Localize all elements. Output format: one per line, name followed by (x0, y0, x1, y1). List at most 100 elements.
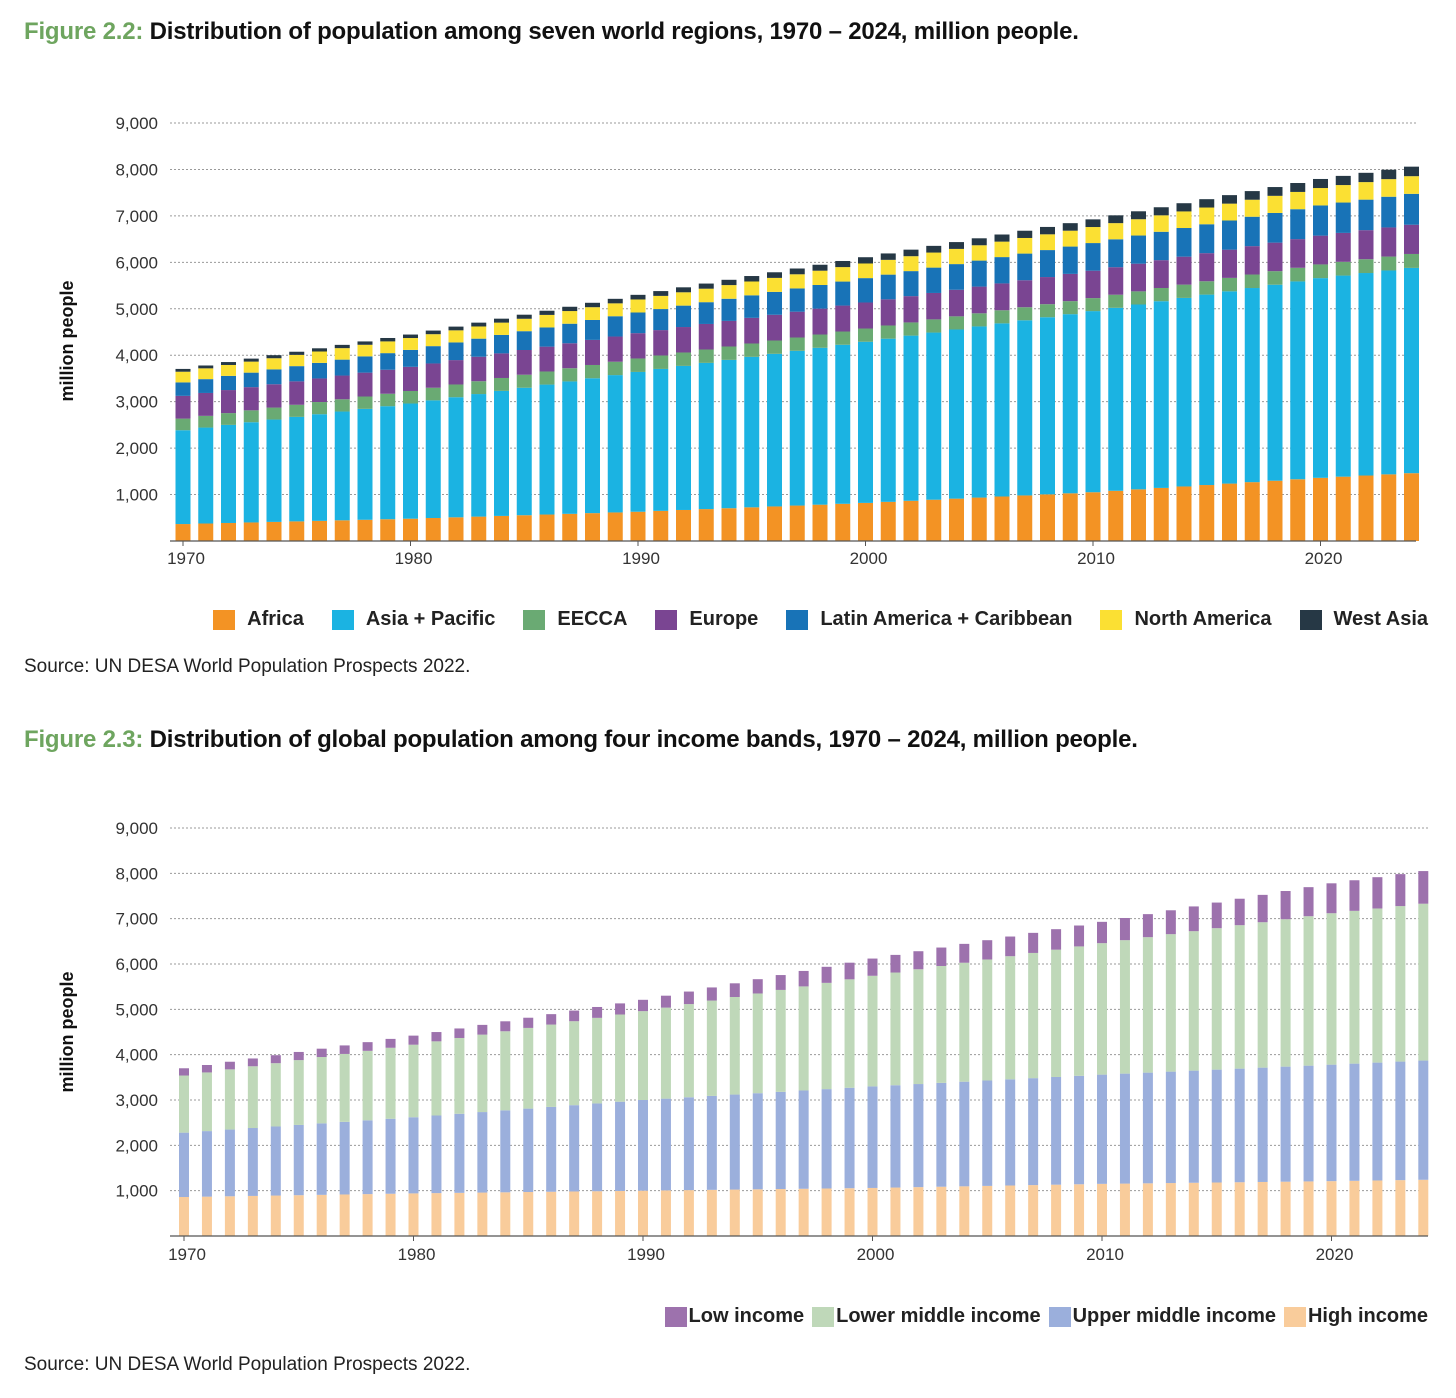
bar-segment (585, 302, 600, 308)
bar-segment (380, 519, 396, 541)
bar-segment (630, 358, 646, 372)
bar-segment (562, 306, 578, 312)
bar-segment (270, 1063, 281, 1127)
bar-segment (357, 341, 373, 345)
bar-segment (1244, 191, 1260, 200)
bar-segment (913, 951, 924, 970)
bar-segment (607, 375, 623, 513)
bar-segment (926, 332, 942, 500)
bars (175, 166, 1419, 541)
bar-segment (959, 962, 970, 1082)
figure-title: Figure 2.3: Distribution of global popul… (24, 726, 1138, 754)
bar-segment (179, 1132, 189, 1198)
bar-segment (789, 311, 805, 338)
bar-segment (994, 496, 1010, 541)
bar-segment (1358, 273, 1374, 476)
bar-segment (1051, 1076, 1062, 1185)
bar-segment (994, 283, 1010, 311)
bar-segment (312, 348, 327, 352)
legend-item: Africa (213, 608, 304, 631)
bar-segment (448, 326, 464, 331)
bar-segment (789, 274, 805, 289)
bar-segment (1244, 274, 1260, 289)
y-tick-label: 1,000 (115, 486, 158, 505)
bar-segment (500, 1031, 511, 1111)
bar-segment (201, 1196, 212, 1236)
bar-segment (585, 364, 600, 379)
bar-segment (546, 1106, 557, 1192)
bar-segment (835, 267, 851, 282)
legend-item: High income (1283, 1305, 1428, 1328)
bar-segment (1005, 936, 1016, 957)
bar-segment (471, 394, 487, 517)
bar-segment (523, 1108, 534, 1193)
bar-segment (198, 368, 214, 380)
legend-label: Upper middle income (1072, 1305, 1276, 1327)
bar-segment (1267, 242, 1283, 272)
bar-segment (844, 1087, 855, 1189)
bar-segment (676, 305, 691, 328)
bar-segment (1153, 487, 1169, 541)
legend-swatch (1283, 1306, 1306, 1327)
bar-segment (1358, 475, 1374, 541)
bar-segment (1176, 284, 1192, 298)
bar-segment (1335, 185, 1351, 203)
bar-segment (175, 395, 191, 419)
bar-segment (1017, 495, 1033, 541)
bar-segment (175, 430, 191, 525)
bar-segment (425, 346, 441, 364)
bar-segment (539, 314, 555, 328)
bar-segment (1017, 253, 1033, 281)
bar-segment (1211, 902, 1222, 929)
bar-segment (767, 353, 782, 507)
bar-segment (959, 943, 970, 963)
figure-label: Figure 2.3: (24, 726, 144, 753)
bar-segment (1017, 320, 1033, 496)
bar-segment (812, 270, 828, 285)
bar-segment (1222, 203, 1237, 221)
bar-segment (1199, 485, 1215, 541)
bar-segment (1040, 277, 1055, 305)
bar-segment (546, 1191, 557, 1236)
bar-segment (698, 288, 714, 303)
bar-segment (1234, 898, 1245, 926)
bar-segment (653, 510, 669, 541)
bar-segment (721, 320, 737, 347)
bar-segment (266, 384, 282, 408)
bar-segment (243, 522, 259, 541)
bar-segment (1267, 271, 1283, 285)
bar-segment (454, 1028, 465, 1038)
bar-segment (471, 338, 487, 357)
y-tick-label: 8,000 (115, 864, 158, 883)
bar-segment (1372, 1062, 1383, 1181)
bar-segment (1005, 956, 1016, 1080)
bar-segment (1326, 1064, 1337, 1182)
bar-segment (539, 346, 555, 372)
bar-segment (569, 1191, 580, 1236)
bar-segment (1303, 1065, 1314, 1182)
bar-segment (607, 298, 623, 304)
bar-segment (312, 402, 327, 415)
bar-segment (569, 1021, 580, 1106)
bar-segment (1234, 1068, 1245, 1183)
bar-segment (585, 339, 600, 365)
bar-segment (494, 334, 509, 354)
x-tick-label: 2010 (1086, 1245, 1124, 1264)
bar-segment (660, 1098, 671, 1191)
bar-segment (890, 1187, 901, 1236)
bar-segment (949, 264, 964, 290)
bar-segment (789, 505, 805, 541)
y-tick-label: 5,000 (115, 300, 158, 319)
bar-segment (175, 368, 191, 372)
bar-segment (607, 303, 623, 317)
bar-segment (752, 1189, 763, 1236)
bar-segment (638, 1011, 648, 1100)
bar-segment (858, 328, 873, 342)
bar-segment (949, 242, 964, 249)
bar-segment (949, 289, 964, 317)
bar-segment (546, 1024, 557, 1107)
bar-segment (516, 374, 532, 388)
bar-segment (1165, 934, 1176, 1072)
bar-segment (380, 341, 396, 354)
bar-segment (408, 1193, 419, 1236)
